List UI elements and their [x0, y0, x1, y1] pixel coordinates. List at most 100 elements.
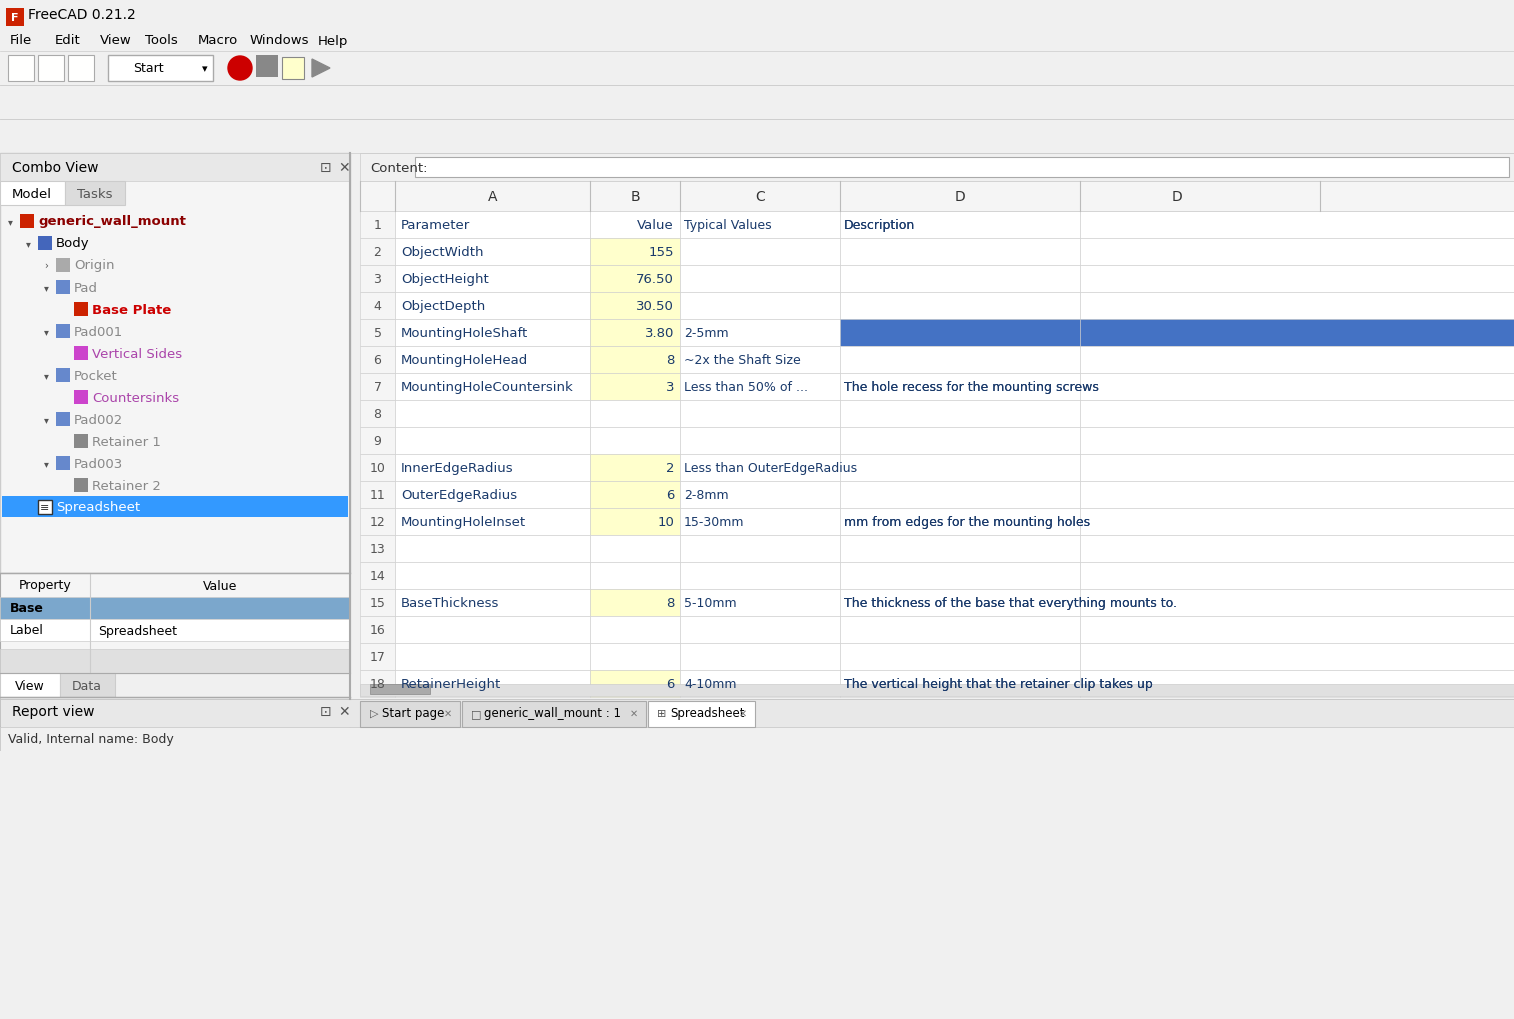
- Bar: [0, 620, 350, 641]
- Bar: [1079, 374, 1514, 400]
- Bar: [1079, 346, 1514, 374]
- Bar: [0, 0, 1514, 30]
- Text: ›: ›: [44, 261, 48, 271]
- Bar: [590, 346, 680, 374]
- Bar: [680, 616, 840, 643]
- Bar: [0, 181, 65, 206]
- Bar: [680, 212, 840, 238]
- Bar: [840, 212, 1079, 238]
- Text: ▾: ▾: [44, 327, 48, 336]
- Bar: [360, 671, 395, 697]
- Bar: [0, 154, 350, 574]
- Text: InnerEdgeRadius: InnerEdgeRadius: [401, 462, 513, 475]
- Bar: [74, 434, 88, 448]
- Bar: [680, 374, 840, 400]
- Bar: [590, 616, 680, 643]
- Bar: [840, 508, 1079, 535]
- Text: Windows: Windows: [250, 35, 309, 48]
- Bar: [360, 374, 395, 400]
- Bar: [0, 699, 1514, 728]
- Text: Retainer 2: Retainer 2: [92, 479, 160, 492]
- Bar: [360, 181, 1079, 212]
- Bar: [590, 266, 680, 292]
- Text: B: B: [630, 190, 640, 204]
- Text: 8: 8: [666, 596, 674, 609]
- Text: ⊡: ⊡: [319, 704, 332, 718]
- Bar: [360, 320, 395, 346]
- Polygon shape: [312, 60, 330, 77]
- Bar: [20, 215, 33, 229]
- Text: Spreadsheet: Spreadsheet: [671, 707, 745, 719]
- Text: OuterEdgeRadius: OuterEdgeRadius: [401, 488, 518, 501]
- Text: Pad002: Pad002: [74, 413, 123, 426]
- Text: Start: Start: [133, 62, 164, 75]
- Bar: [590, 589, 680, 616]
- Bar: [395, 320, 590, 346]
- Bar: [1079, 428, 1514, 454]
- Text: Parameter: Parameter: [401, 219, 471, 231]
- Text: MountingHoleShaft: MountingHoleShaft: [401, 327, 528, 339]
- Text: ObjectHeight: ObjectHeight: [401, 273, 489, 285]
- Bar: [840, 535, 1079, 562]
- Bar: [395, 671, 590, 697]
- Text: View: View: [15, 679, 45, 692]
- Bar: [360, 589, 395, 616]
- Text: ▾: ▾: [44, 415, 48, 425]
- Text: The vertical height that the retainer clip takes up: The vertical height that the retainer cl…: [843, 678, 1152, 690]
- Bar: [360, 428, 395, 454]
- Text: ⊡: ⊡: [319, 161, 332, 175]
- Text: generic_wall_mount: generic_wall_mount: [38, 215, 186, 228]
- Bar: [8, 56, 33, 82]
- Bar: [395, 238, 590, 266]
- Text: BaseThickness: BaseThickness: [401, 596, 500, 609]
- Bar: [360, 454, 395, 482]
- Bar: [1079, 482, 1514, 508]
- Text: mm from edges for the mounting holes: mm from edges for the mounting holes: [843, 516, 1090, 529]
- Bar: [1079, 266, 1514, 292]
- Text: Model: Model: [12, 187, 51, 201]
- Bar: [590, 238, 680, 266]
- Text: 14: 14: [369, 570, 386, 583]
- Bar: [590, 482, 680, 508]
- Text: 15-30mm: 15-30mm: [684, 516, 745, 529]
- Bar: [680, 562, 840, 589]
- Bar: [360, 562, 395, 589]
- Text: 76.50: 76.50: [636, 273, 674, 285]
- Text: 3.80: 3.80: [645, 327, 674, 339]
- Text: RetainerHeight: RetainerHeight: [401, 678, 501, 690]
- Text: 13: 13: [369, 542, 386, 555]
- Bar: [395, 482, 590, 508]
- Bar: [360, 238, 395, 266]
- Bar: [840, 374, 1079, 400]
- Bar: [74, 346, 88, 361]
- Bar: [840, 428, 1079, 454]
- Bar: [680, 671, 840, 697]
- Text: ObjectWidth: ObjectWidth: [401, 246, 483, 259]
- Text: A: A: [488, 190, 497, 204]
- Bar: [360, 616, 395, 643]
- Text: 15: 15: [369, 596, 386, 609]
- Text: MountingHoleCountersink: MountingHoleCountersink: [401, 381, 574, 393]
- Text: 10: 10: [369, 462, 386, 475]
- Text: Retainer 1: Retainer 1: [92, 435, 160, 448]
- Bar: [680, 266, 840, 292]
- Bar: [680, 346, 840, 374]
- Text: 155: 155: [648, 246, 674, 259]
- Bar: [590, 320, 680, 346]
- Bar: [2, 496, 348, 518]
- Bar: [840, 320, 1079, 346]
- Text: Label: Label: [11, 624, 44, 637]
- Bar: [680, 428, 840, 454]
- Bar: [0, 86, 1514, 120]
- Text: 3: 3: [666, 381, 674, 393]
- Bar: [590, 562, 680, 589]
- Bar: [462, 701, 646, 728]
- Text: 6: 6: [666, 678, 674, 690]
- Text: D: D: [955, 190, 966, 204]
- Text: ▾: ▾: [26, 238, 30, 249]
- Text: 10: 10: [657, 516, 674, 529]
- Bar: [107, 56, 213, 82]
- Bar: [680, 643, 840, 671]
- Bar: [680, 508, 840, 535]
- Bar: [1079, 616, 1514, 643]
